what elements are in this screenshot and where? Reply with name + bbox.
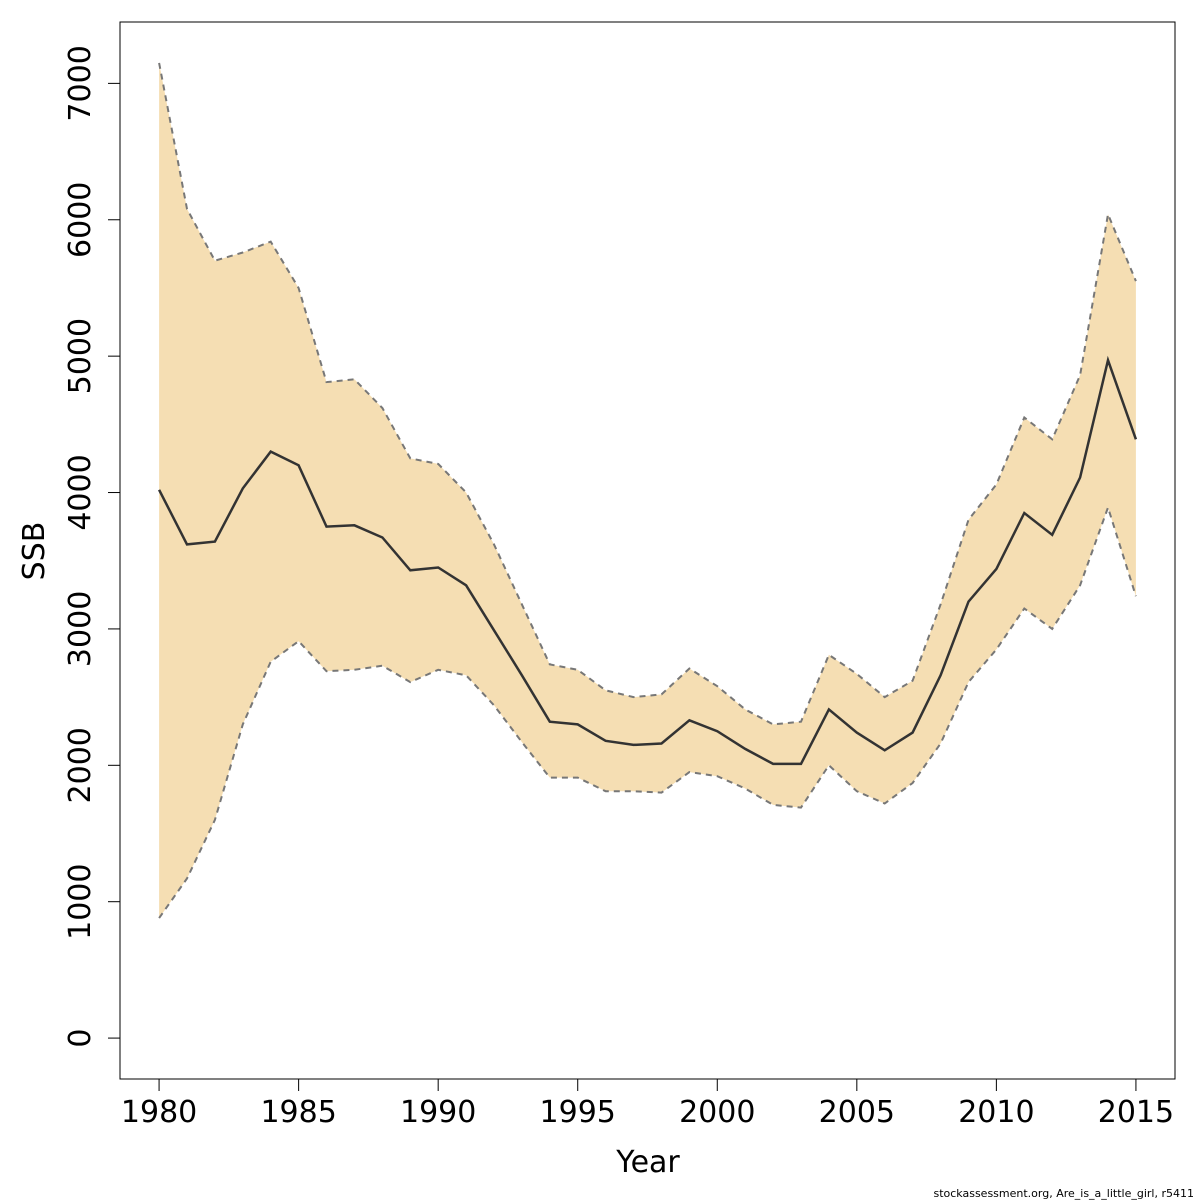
upper-bound-line	[158, 62, 1137, 726]
confidence-band	[159, 62, 1136, 919]
y-axis-title: SSB	[17, 522, 52, 581]
y-tick-label: 6000	[63, 182, 98, 258]
ssb-estimate-line	[157, 355, 1138, 766]
y-tick-label: 7000	[63, 45, 98, 121]
x-tick-label: 1990	[400, 1095, 476, 1130]
y-tick-label: 0	[63, 1029, 98, 1048]
y-tick-label: 5000	[63, 318, 98, 394]
series-line-layer	[157, 62, 1138, 919]
x-tick-label: 1985	[260, 1095, 336, 1130]
x-tick-label: 2005	[819, 1095, 895, 1130]
x-tick-label: 2010	[958, 1095, 1034, 1130]
x-axis: 1980 1985 1990 1995 2000 2005 2010 2015	[121, 1078, 1174, 1130]
y-axis: 0 1000 2000 3000 4000 5000 6000 7000	[63, 45, 121, 1048]
y-tick-label: 3000	[63, 591, 98, 667]
x-tick-label: 1995	[540, 1095, 616, 1130]
confidence-band-layer	[159, 62, 1136, 919]
footer-credit: stockassessment.org, Are_is_a_little_gir…	[933, 1187, 1194, 1200]
x-tick-label: 2000	[679, 1095, 755, 1130]
y-tick-label: 1000	[63, 864, 98, 940]
x-tick-label: 1980	[121, 1095, 197, 1130]
x-tick-label: 2015	[1098, 1095, 1174, 1130]
x-axis-title: Year	[615, 1145, 680, 1180]
lower-bound-line	[158, 504, 1137, 919]
y-tick-label: 2000	[63, 727, 98, 803]
y-tick-label: 4000	[63, 454, 98, 530]
